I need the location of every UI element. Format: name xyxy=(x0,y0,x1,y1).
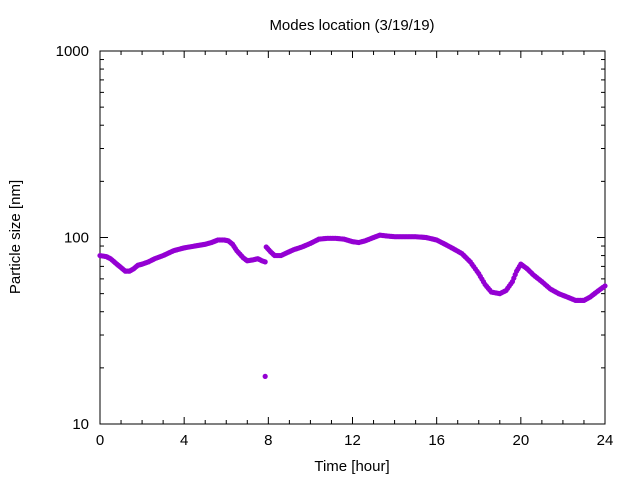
x-tick-label: 16 xyxy=(428,432,445,449)
x-tick-label: 0 xyxy=(96,432,104,449)
y-axis-label: Particle size [nm] xyxy=(7,180,24,294)
x-tick-label: 4 xyxy=(180,432,188,449)
chart-title: Modes location (3/19/19) xyxy=(269,17,434,34)
y-tick-label: 10 xyxy=(72,416,89,433)
data-points xyxy=(97,232,608,379)
y-tick-label: 100 xyxy=(64,230,89,247)
x-tick-label: 8 xyxy=(264,432,272,449)
data-point xyxy=(262,259,268,265)
data-point xyxy=(602,283,608,289)
x-axis: 0 4 8 12 16 20 24 xyxy=(96,51,614,449)
y-axis: 10 100 1000 xyxy=(56,43,605,433)
x-axis-label: Time [hour] xyxy=(314,458,389,475)
x-tick-label: 20 xyxy=(512,432,529,449)
plot-frame xyxy=(99,50,606,425)
x-tick-label: 12 xyxy=(344,432,361,449)
x-tick-label: 24 xyxy=(597,432,614,449)
data-point xyxy=(262,373,268,379)
y-tick-label: 1000 xyxy=(56,43,89,60)
